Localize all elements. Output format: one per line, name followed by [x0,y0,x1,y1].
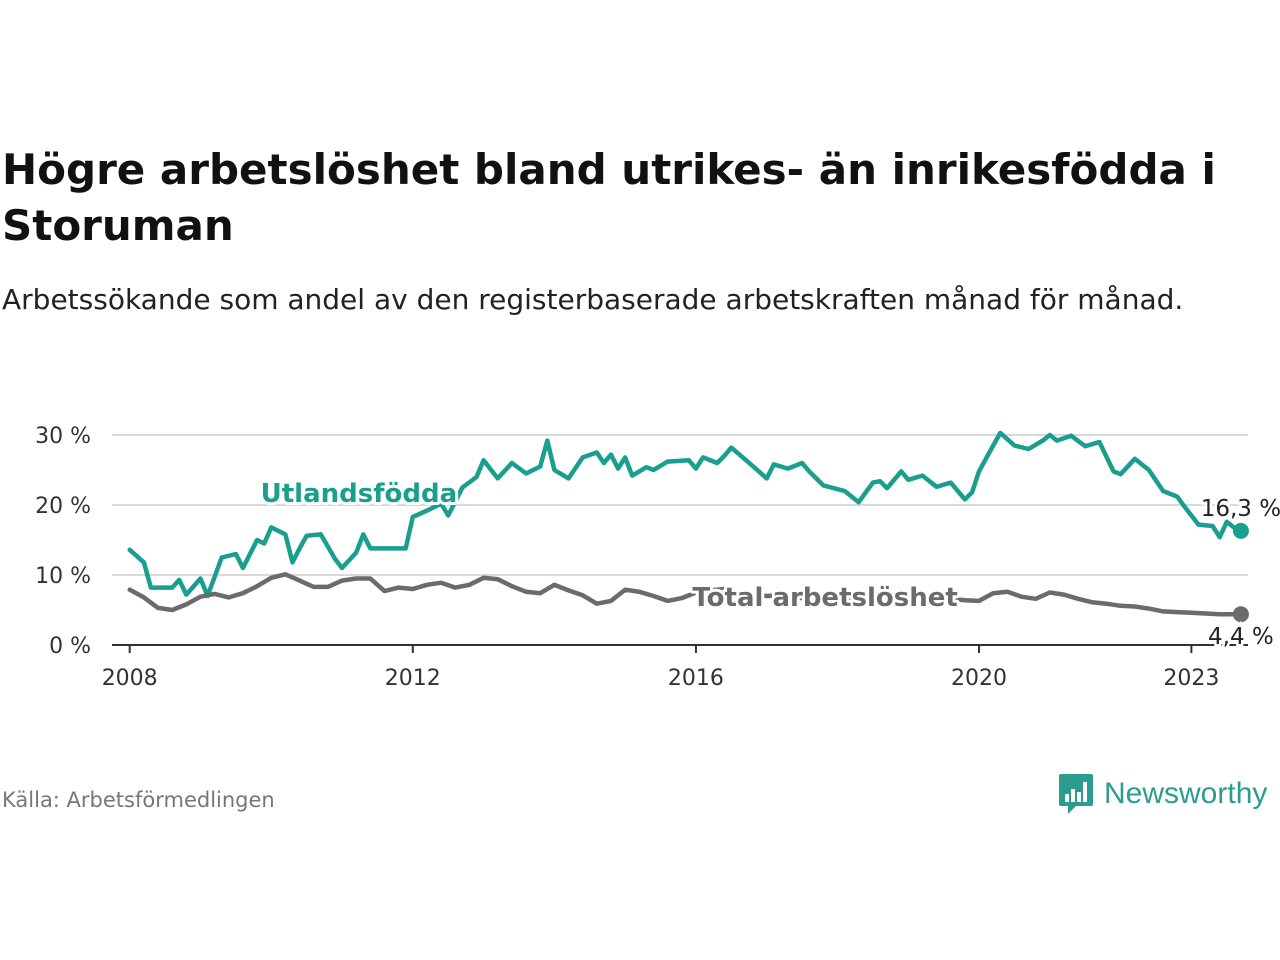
x-tick-label: 2020 [951,666,1007,691]
total-end-label: 4,4 % [1208,624,1274,650]
y-axis: 0 % 10 % 20 % 30 % [35,424,91,659]
total-arbetsloshet-line [127,572,1244,617]
newsworthy-icon [1059,774,1093,814]
x-tick-label: 2012 [385,666,441,691]
source-note: Källa: Arbetsförmedlingen [2,788,275,812]
x-tick-label: 2023 [1163,666,1219,691]
utlandsfodda-line [127,430,1244,599]
y-tick-label: 10 % [35,564,91,589]
y-tick-label: 20 % [35,494,91,519]
y-tick-label: 30 % [35,424,91,449]
series [127,430,1244,617]
total-arbetsloshet-label: Total arbetslöshet [692,583,957,613]
brand-name: Newsworthy [1104,777,1268,810]
x-tick-label: 2016 [668,666,724,691]
gridlines [112,434,1248,646]
chart-subtitle: Arbetssökande som andel av den registerb… [2,283,1184,316]
x-axis: 2008 2012 2016 2020 2023 [102,645,1219,691]
total-end-dot [1232,606,1249,623]
line-chart: 0 % 10 % 20 % 30 % 2008 2012 2016 2020 2023 Utl… [35,424,1280,691]
newsworthy-logo[interactable]: Newsworthy [1058,772,1267,816]
utlandsfodda-end-label: 16,3 % [1201,496,1280,522]
y-tick-label: 0 % [49,634,91,659]
chart-title: Högre arbetslöshet bland utrikes- än inr… [2,145,1216,250]
utlandsfodda-label: Utlandsfödda [261,479,458,509]
x-tick-label: 2008 [102,666,158,691]
utlandsfodda-end-dot [1232,522,1249,539]
labels: Utlandsfödda Total arbetslöshet 16,3 % 4,4 … [258,476,1280,653]
